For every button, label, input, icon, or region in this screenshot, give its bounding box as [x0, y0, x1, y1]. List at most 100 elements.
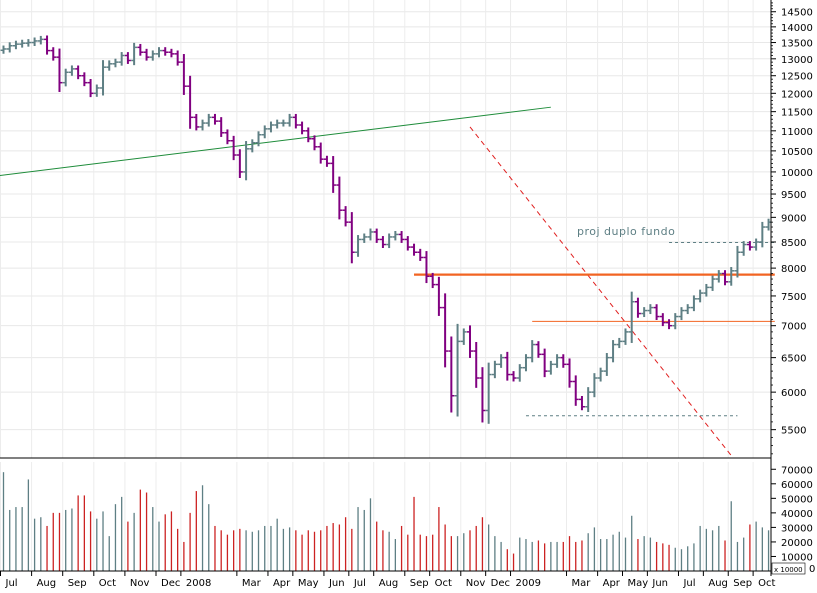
volume-tick-label: 50000 — [781, 494, 813, 505]
price-tick-label: 12500 — [781, 72, 813, 83]
trendline-green — [0, 106, 551, 177]
x-month-label: Nov — [130, 578, 150, 589]
price-tick-label: 8500 — [781, 238, 806, 249]
ohlc-bar-up — [355, 235, 362, 257]
ohlc-bar-down — [479, 367, 486, 423]
ohlc-bar-down — [168, 48, 175, 58]
x-month-label: 2009 — [516, 578, 541, 589]
ohlc-bar-up — [93, 84, 100, 97]
ohlc-bar-down — [572, 375, 579, 406]
ohlc-bar-up — [149, 50, 156, 61]
price-tick-label: 7000 — [781, 322, 806, 333]
ohlc-bar-up — [19, 39, 26, 48]
ohlc-bar-up — [106, 60, 113, 71]
volume-unit-label: x 10000 — [774, 566, 803, 574]
volume-zero-label: 0 — [809, 564, 815, 575]
price-tick-label: 13000 — [781, 55, 813, 66]
price-tick-label: 6500 — [781, 354, 806, 365]
ohlc-bar-up — [249, 139, 256, 153]
ohlc-bar-up — [522, 354, 529, 372]
ohlc-bar-up — [485, 362, 492, 424]
ohlc-bar-up — [647, 304, 654, 315]
ohlc-bar-down — [317, 142, 324, 164]
ohlc-bar-up — [68, 65, 75, 76]
x-month-label: Sep — [68, 578, 87, 589]
ohlc-bar-up — [591, 373, 598, 398]
x-month-label: Sep — [410, 578, 429, 589]
x-month-label: Jul — [353, 578, 366, 589]
ohlc-bar-up — [678, 307, 685, 321]
price-tick-label: 8000 — [781, 264, 806, 275]
ohlc-bar-down — [299, 121, 306, 135]
ohlc-bar-down — [305, 127, 312, 143]
ohlc-bar-down — [81, 72, 88, 87]
annotation-proj-duplo-fundo: proj duplo fundo — [577, 225, 675, 238]
price-tick-label: 14500 — [781, 8, 813, 19]
trendline-red-dashed — [469, 126, 732, 456]
price-tick-label: 12000 — [781, 89, 813, 100]
volume-unit-box — [771, 562, 806, 575]
ohlc-bar-down — [56, 48, 63, 92]
volume-tick-label: 70000 — [781, 465, 813, 476]
ohlc-bar-up — [498, 354, 505, 368]
ohlc-bar-down — [336, 176, 343, 220]
volume-tick-label: 30000 — [781, 523, 813, 534]
ohlc-bar-up — [6, 42, 13, 53]
ohlc-bar-up — [12, 40, 19, 50]
ohlc-bar-up — [753, 238, 760, 251]
ohlc-bar-down — [429, 272, 436, 289]
ohlc-bar-up — [255, 131, 262, 147]
x-month-label: Dec — [161, 578, 180, 589]
ohlc-bar-up — [603, 353, 610, 376]
ohlc-bar-down — [124, 52, 131, 64]
ohlc-bar-down — [50, 47, 57, 61]
ohlc-bar-down — [404, 236, 411, 251]
ohlc-bar-up — [118, 52, 125, 66]
ohlc-bar-up — [715, 270, 722, 283]
ohlc-bar-up — [672, 313, 679, 330]
ohlc-bar-up — [554, 354, 561, 368]
ohlc-bar-up — [0, 45, 7, 54]
x-month-label: May — [298, 578, 319, 589]
ohlc-bar-up — [529, 340, 536, 363]
ohlc-bar-up — [199, 119, 206, 131]
x-month-label: 2008 — [186, 578, 211, 589]
ohlc-bar-up — [112, 58, 119, 68]
x-month-label: Mar — [572, 578, 592, 589]
axis-labels-group: 5500 6000 6500 7000 7500 8000 8500 9000 9500 1000… — [5, 8, 816, 589]
ohlc-bar-up — [709, 275, 716, 291]
price-tick-label: 10500 — [781, 147, 813, 158]
ohlc-bar-down — [423, 251, 430, 284]
ohlc-bar-down — [417, 248, 424, 261]
x-month-label: Oct — [758, 578, 775, 589]
x-month-label: Jun — [651, 578, 668, 589]
ohlc-bar-down — [87, 79, 94, 98]
ohlc-bar-up — [392, 231, 399, 241]
price-tick-label: 14000 — [781, 23, 813, 34]
ohlc-bar-up — [516, 364, 523, 382]
price-tick-label: 9500 — [781, 190, 806, 201]
ohlc-bar-down — [348, 212, 355, 264]
ohlc-bar-down — [398, 231, 405, 243]
ohlc-bar-down — [566, 358, 573, 388]
ohlc-bar-up — [622, 328, 629, 345]
ohlc-bar-up — [734, 245, 741, 278]
x-month-label: Apr — [603, 578, 621, 589]
ohlc-bar-down — [44, 35, 51, 55]
ohlc-bar-down — [722, 270, 729, 286]
price-tick-label: 9000 — [781, 213, 806, 224]
ohlc-bar-down — [174, 50, 181, 66]
ohlc-bar-up — [454, 323, 461, 417]
gridline-group — [0, 0, 771, 571]
ohlc-bar-up — [25, 39, 32, 47]
ohlc-bar-down — [330, 156, 337, 193]
ohlc-bar-down — [236, 149, 243, 178]
ohlc-bar-up — [386, 233, 393, 249]
volume-tick-label: 10000 — [781, 552, 813, 563]
ohlc-bar-down — [373, 228, 380, 243]
ohlc-bar-down — [578, 396, 585, 411]
ohlc-bar-up — [547, 360, 554, 375]
ohlc-bar-up — [156, 47, 162, 58]
ohlc-bar-up — [100, 60, 107, 96]
price-tick-label: 13500 — [781, 39, 813, 50]
